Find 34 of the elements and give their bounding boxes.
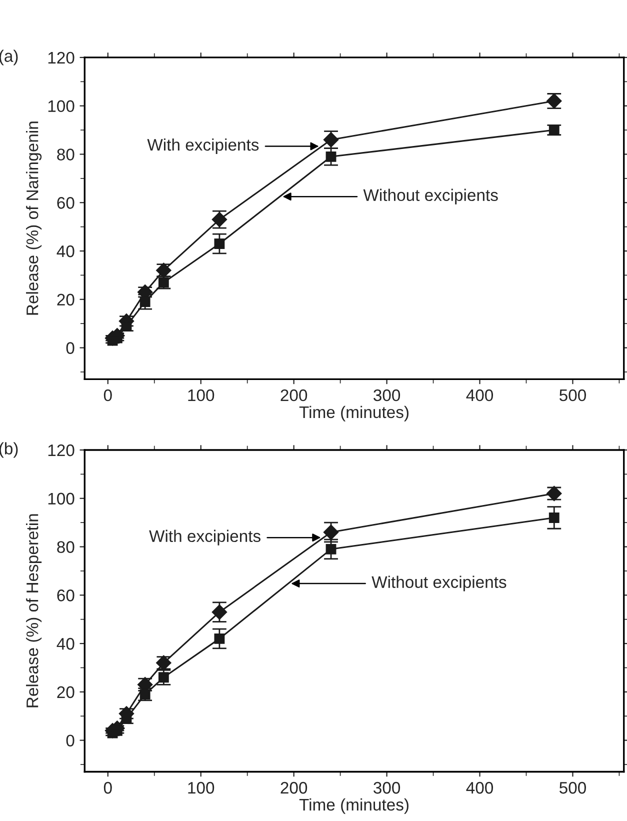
x-tick-label: 300 bbox=[374, 782, 400, 794]
x-tick-label: 100 bbox=[188, 389, 214, 402]
y-axis-title: Release (%) of Hesperetin bbox=[26, 514, 42, 708]
x-tick-label: 0 bbox=[104, 782, 112, 794]
x-tick-label: 400 bbox=[466, 389, 494, 402]
y-tick-label: 120 bbox=[48, 444, 74, 456]
x-axis-title: Time (minutes) bbox=[299, 406, 408, 422]
annotation: Without excipients bbox=[363, 188, 498, 204]
annotation: With excipients bbox=[149, 530, 260, 546]
x-tick-label: 300 bbox=[374, 389, 400, 402]
y-tick-label: 40 bbox=[56, 638, 74, 650]
x-tick-label: 500 bbox=[559, 389, 586, 402]
y-tick-label: 120 bbox=[48, 52, 74, 64]
x-axis-title: Time (minutes) bbox=[299, 798, 408, 814]
y-tick-label: 60 bbox=[57, 197, 74, 209]
x-tick-label: 100 bbox=[188, 782, 214, 794]
y-tick-label: 20 bbox=[57, 294, 74, 306]
y-tick-label: 0 bbox=[66, 342, 74, 354]
x-tick-label: 400 bbox=[466, 782, 494, 794]
y-tick-label: 80 bbox=[57, 148, 74, 160]
y-tick-label: 100 bbox=[48, 100, 74, 112]
y-tick-label: 60 bbox=[57, 590, 74, 602]
y-tick-label: 80 bbox=[57, 541, 74, 553]
x-tick-label: 500 bbox=[559, 782, 586, 794]
annotation: With excipients bbox=[147, 138, 259, 154]
x-tick-label: 200 bbox=[280, 782, 308, 794]
y-tick-label: 20 bbox=[57, 686, 74, 698]
annotation: Without excipients bbox=[372, 576, 506, 592]
y-tick-label: 40 bbox=[56, 245, 74, 258]
y-axis-title: Release (%) of Naringenin bbox=[26, 122, 42, 315]
y-tick-label: 100 bbox=[48, 492, 74, 505]
x-tick-label: 200 bbox=[280, 389, 308, 402]
x-tick-label: 0 bbox=[104, 389, 112, 402]
y-tick-label: 0 bbox=[66, 734, 74, 746]
